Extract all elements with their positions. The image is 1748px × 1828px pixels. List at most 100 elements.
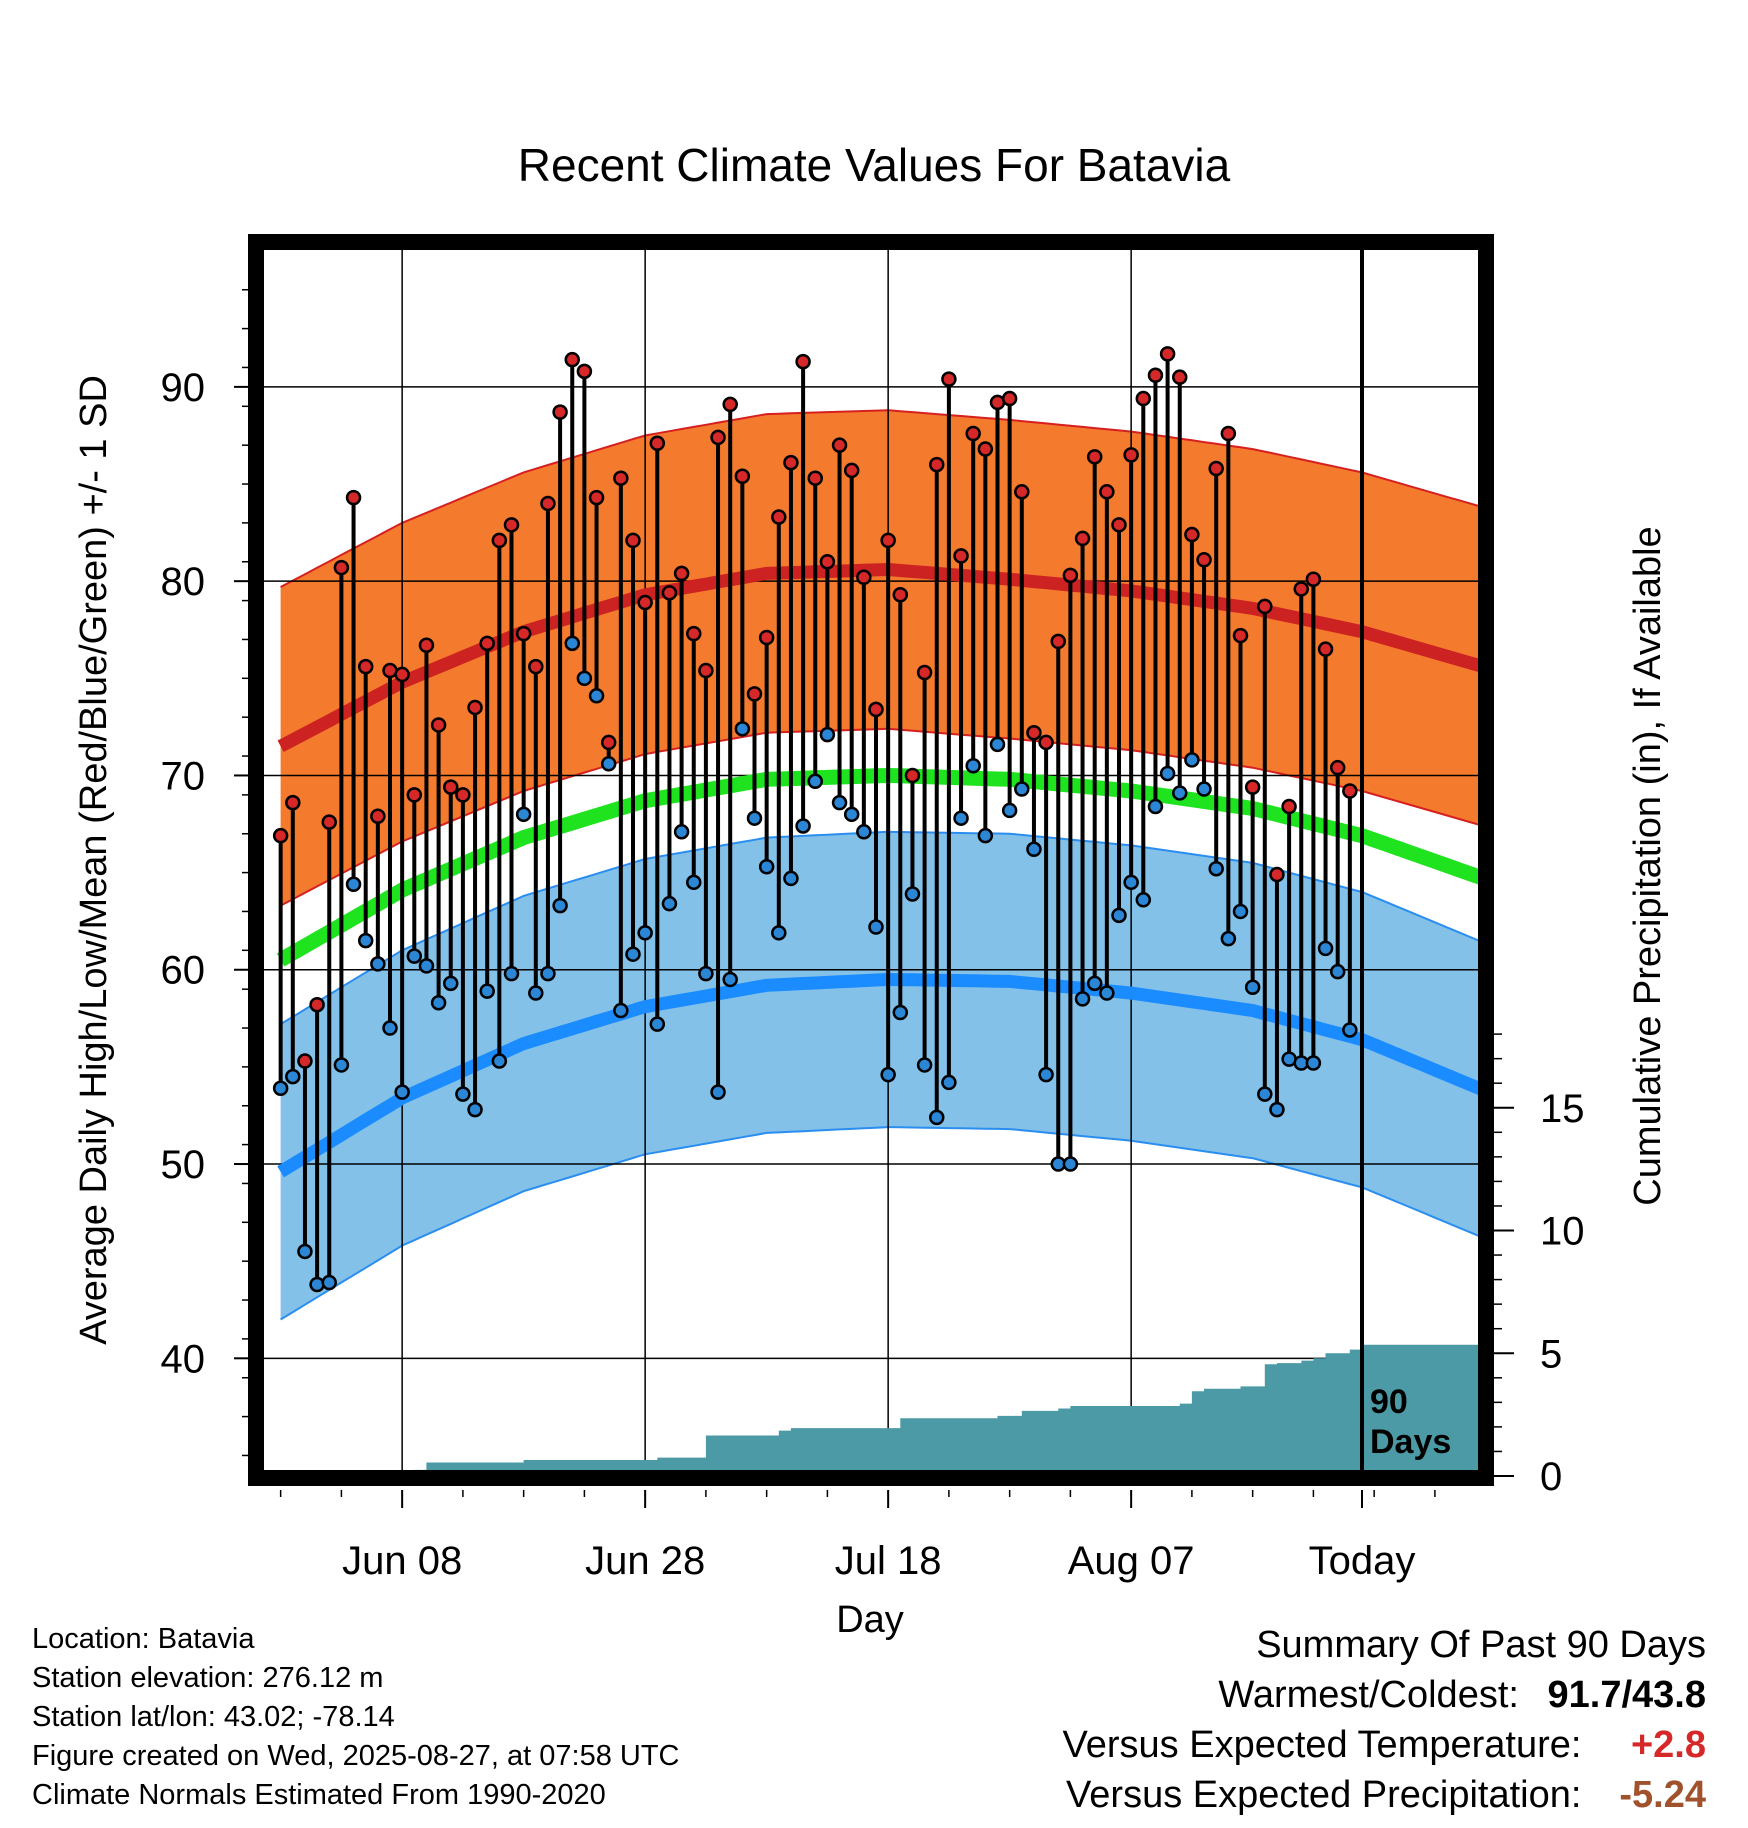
low-point <box>479 983 495 999</box>
high-point <box>904 767 921 784</box>
high-point <box>1329 759 1346 776</box>
low-point <box>588 688 605 704</box>
low-point <box>515 806 532 823</box>
window-label-line: Days <box>1370 1423 1451 1461</box>
high-point <box>1208 460 1224 477</box>
high-point <box>576 363 593 380</box>
high-point <box>1293 581 1309 597</box>
low-point <box>1074 991 1091 1007</box>
high-point <box>771 509 787 525</box>
high-point <box>613 470 629 486</box>
footer-normals: Climate Normals Estimated From 1990-2020 <box>32 1779 606 1811</box>
high-point <box>710 429 726 446</box>
low-point <box>613 1002 629 1019</box>
high-point <box>929 456 945 473</box>
low-point <box>1305 1055 1322 1071</box>
low-band-lower-edge <box>280 1126 1480 1321</box>
footer-created: Figure created on Wed, 2025-08-27, at 07… <box>32 1740 680 1772</box>
plot-area <box>262 247 1480 1471</box>
warmest-coldest-value: 91.7/43.8 <box>1547 1674 1706 1716</box>
high-point <box>1001 390 1018 407</box>
low-point <box>1038 1066 1054 1083</box>
low-point <box>637 925 653 941</box>
high-point <box>1220 425 1237 442</box>
high-point <box>600 734 617 751</box>
low-point <box>843 806 860 823</box>
low-point <box>734 721 751 737</box>
high-point <box>479 635 495 652</box>
low-point <box>552 897 568 914</box>
low-point <box>1062 1156 1079 1172</box>
high-point <box>1014 484 1030 500</box>
high-point <box>467 699 483 716</box>
precip-value: -5.24 <box>1619 1774 1706 1816</box>
high-point <box>552 404 568 420</box>
low-point <box>370 956 386 972</box>
low-point <box>831 794 848 811</box>
high-point <box>649 435 666 451</box>
high-point <box>491 532 508 549</box>
window-label-line: 90 <box>1370 1383 1408 1421</box>
high-point <box>528 658 544 675</box>
high-point <box>1244 779 1261 795</box>
low-point <box>758 859 775 875</box>
summary-temp: Versus Expected Temperature: +2.8 <box>1063 1720 1706 1770</box>
low-point <box>564 635 580 652</box>
warmest-coldest-label: Warmest/Coldest: <box>1218 1674 1519 1716</box>
low-point <box>625 946 641 962</box>
high-point <box>1086 449 1103 465</box>
high-point <box>1257 598 1273 615</box>
low-point <box>1172 785 1188 801</box>
low-point <box>528 985 544 1001</box>
x-tick-label: Jul 18 <box>835 1539 942 1583</box>
low-point <box>868 919 884 935</box>
high-point <box>1269 866 1285 883</box>
low-point <box>965 757 981 774</box>
high-point <box>843 462 860 479</box>
y2-tick-label: 5 <box>1540 1332 1562 1376</box>
low-point <box>1342 1022 1358 1038</box>
high-point <box>564 351 580 368</box>
high-point <box>783 454 799 471</box>
high-point <box>977 441 994 457</box>
station-info: Location: Batavia Station elevation: 276… <box>32 1620 680 1815</box>
x-axis-label: Day <box>836 1599 904 1641</box>
low-point <box>880 1066 896 1083</box>
low-point <box>503 965 520 982</box>
high-point <box>856 569 872 586</box>
high-point <box>333 559 350 576</box>
high-point <box>868 701 884 718</box>
high-point <box>734 468 751 485</box>
y-axis-label: Average Daily High/Low/Mean (Red/Blue/Gr… <box>73 375 115 1345</box>
footer-elevation: Station elevation: 276.12 m <box>32 1662 384 1694</box>
footer-location: Location: Batavia <box>32 1623 255 1655</box>
low-point <box>1257 1086 1273 1102</box>
low-point <box>673 824 690 840</box>
chart-title: Recent Climate Values For Batavia <box>518 139 1231 191</box>
low-point <box>491 1053 508 1069</box>
high-point <box>394 666 410 683</box>
low-point <box>443 975 459 992</box>
high-point <box>892 587 909 603</box>
y2-tick-label: 15 <box>1540 1087 1585 1131</box>
high-point <box>746 686 763 702</box>
low-point <box>1184 752 1200 768</box>
y2-axis-label: Cumulative Precipitation (in), If Availa… <box>1627 526 1669 1205</box>
window-label: 90 Days <box>1370 1383 1451 1461</box>
high-point <box>698 662 714 679</box>
high-point <box>722 396 738 413</box>
high-point <box>819 553 836 570</box>
y2-tick-label: 0 <box>1540 1455 1562 1499</box>
footer-latlon: Station lat/lon: 43.02; -78.14 <box>32 1701 395 1733</box>
low-point <box>285 1068 301 1085</box>
low-point <box>1147 798 1164 815</box>
low-point <box>710 1084 726 1100</box>
summary-warmest-coldest: Warmest/Coldest: 91.7/43.8 <box>1063 1670 1706 1720</box>
low-point <box>686 874 702 891</box>
low-point <box>989 736 1006 753</box>
y-tick-label: 80 <box>161 560 206 604</box>
low-point <box>722 971 738 988</box>
low-point <box>977 827 994 844</box>
y2-tick-label: 10 <box>1540 1210 1585 1254</box>
low-point <box>418 958 435 974</box>
